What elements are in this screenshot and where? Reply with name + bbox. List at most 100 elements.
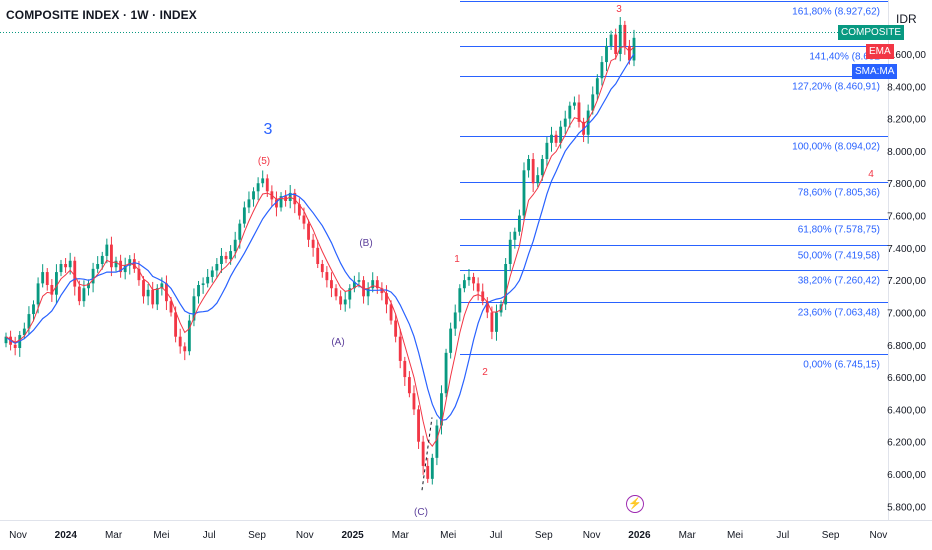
candle-body xyxy=(504,264,508,305)
candle-body xyxy=(64,264,68,268)
candle-body xyxy=(105,244,109,256)
sma-price-label: SMA:MA xyxy=(852,64,898,79)
time-tick-label: Nov xyxy=(583,530,601,541)
fib-level-label: 50,00% (7.419,58) xyxy=(798,251,880,262)
time-tick-label: Mar xyxy=(105,530,123,541)
currency-label[interactable]: IDR xyxy=(896,12,917,26)
price-tick-label: 7.600,00 xyxy=(887,212,926,223)
time-tick-label: Mei xyxy=(440,530,456,541)
time-tick-label: Jul xyxy=(203,530,216,541)
candle-body xyxy=(609,34,613,46)
candle-body xyxy=(114,260,118,268)
fib-level-label: 38,20% (7.260,42) xyxy=(798,276,880,287)
candle-body xyxy=(339,296,343,305)
candle-body xyxy=(215,264,219,271)
candle-body xyxy=(174,312,178,337)
time-tick-label: Mei xyxy=(727,530,743,541)
candle-body xyxy=(398,336,402,361)
candle-body xyxy=(458,288,462,313)
candle-body xyxy=(389,304,393,321)
candle-body xyxy=(151,289,155,305)
time-tick-label: Mei xyxy=(153,530,169,541)
price-tick-label: 8.000,00 xyxy=(887,147,926,158)
candle-body xyxy=(68,260,72,268)
price-tick-label: 8.200,00 xyxy=(887,115,926,126)
candle-body xyxy=(110,244,113,268)
fib-level-label: 100,00% (8.094,02) xyxy=(792,142,880,153)
price-tick-label: 5.800,00 xyxy=(887,502,926,513)
candle-body xyxy=(311,239,315,248)
candle-body xyxy=(380,288,384,294)
lightning-icon[interactable]: ⚡ xyxy=(626,495,644,513)
composite-price-label: COMPOSITE xyxy=(838,25,905,40)
candle-body xyxy=(614,34,618,54)
candle-body xyxy=(210,270,214,277)
candle-body xyxy=(100,255,104,264)
wave-label: (B) xyxy=(359,238,372,249)
candle-body xyxy=(559,126,563,143)
candle-body xyxy=(45,272,49,285)
candle-body xyxy=(449,328,453,353)
price-tick-label: 6.000,00 xyxy=(887,470,926,481)
candle-body xyxy=(233,239,237,252)
candle-body xyxy=(467,276,471,281)
candle-body xyxy=(128,259,132,266)
candle-body xyxy=(531,159,535,184)
candle-body xyxy=(293,192,297,205)
candle-body xyxy=(513,231,517,240)
candle-body xyxy=(55,272,58,295)
time-tick-label: Nov xyxy=(296,530,314,541)
candle-body xyxy=(435,425,439,458)
candle-body xyxy=(4,336,8,344)
candle-body xyxy=(407,377,411,394)
candle-body xyxy=(73,260,77,287)
candle-body xyxy=(325,272,329,281)
time-tick-label: Mar xyxy=(392,530,410,541)
wave-label: 3 xyxy=(616,4,622,15)
candle-body xyxy=(155,288,159,305)
ema-price-label: EMA xyxy=(866,44,894,59)
candle-body xyxy=(178,336,182,347)
price-tick-label: 7.400,00 xyxy=(887,244,926,255)
candle-body xyxy=(197,285,200,297)
candle-body xyxy=(385,293,388,305)
candle-body xyxy=(375,280,379,289)
fib-level-label: 78,60% (7.805,36) xyxy=(798,188,880,199)
candle-body xyxy=(577,102,581,122)
candle-body xyxy=(220,255,223,264)
price-tick-label: 7.200,00 xyxy=(887,276,926,287)
candle-body xyxy=(123,265,127,273)
price-tick-label: 8.400,00 xyxy=(887,82,926,93)
candle-body xyxy=(412,393,416,410)
candle-body xyxy=(426,465,430,479)
candle-body xyxy=(302,215,306,224)
candle-body xyxy=(307,223,310,240)
candle-body xyxy=(348,288,352,300)
candle-body xyxy=(618,24,622,54)
candle-body xyxy=(554,134,558,143)
candle-body xyxy=(632,37,636,61)
candle-body xyxy=(572,102,576,106)
candle-body xyxy=(545,142,549,159)
candle-body xyxy=(430,457,434,479)
candle-body xyxy=(137,268,141,281)
candle-body xyxy=(132,259,136,269)
candle-body xyxy=(91,268,95,284)
candle-body xyxy=(485,301,489,313)
time-tick-label: Nov xyxy=(870,530,888,541)
candle-body xyxy=(403,360,407,378)
candle-body xyxy=(495,312,498,332)
candle-body xyxy=(229,251,233,260)
candle-body xyxy=(146,289,150,297)
wave-dashed-line xyxy=(421,417,433,491)
candle-body xyxy=(462,280,466,289)
candle-body xyxy=(568,105,572,119)
candle-body xyxy=(600,62,604,79)
candle-body xyxy=(623,24,627,46)
candle-body xyxy=(330,280,333,289)
candle-body xyxy=(371,280,375,289)
candle-body xyxy=(275,199,278,208)
candle-body xyxy=(224,255,228,260)
fib-level-label: 61,80% (7.578,75) xyxy=(798,225,880,236)
